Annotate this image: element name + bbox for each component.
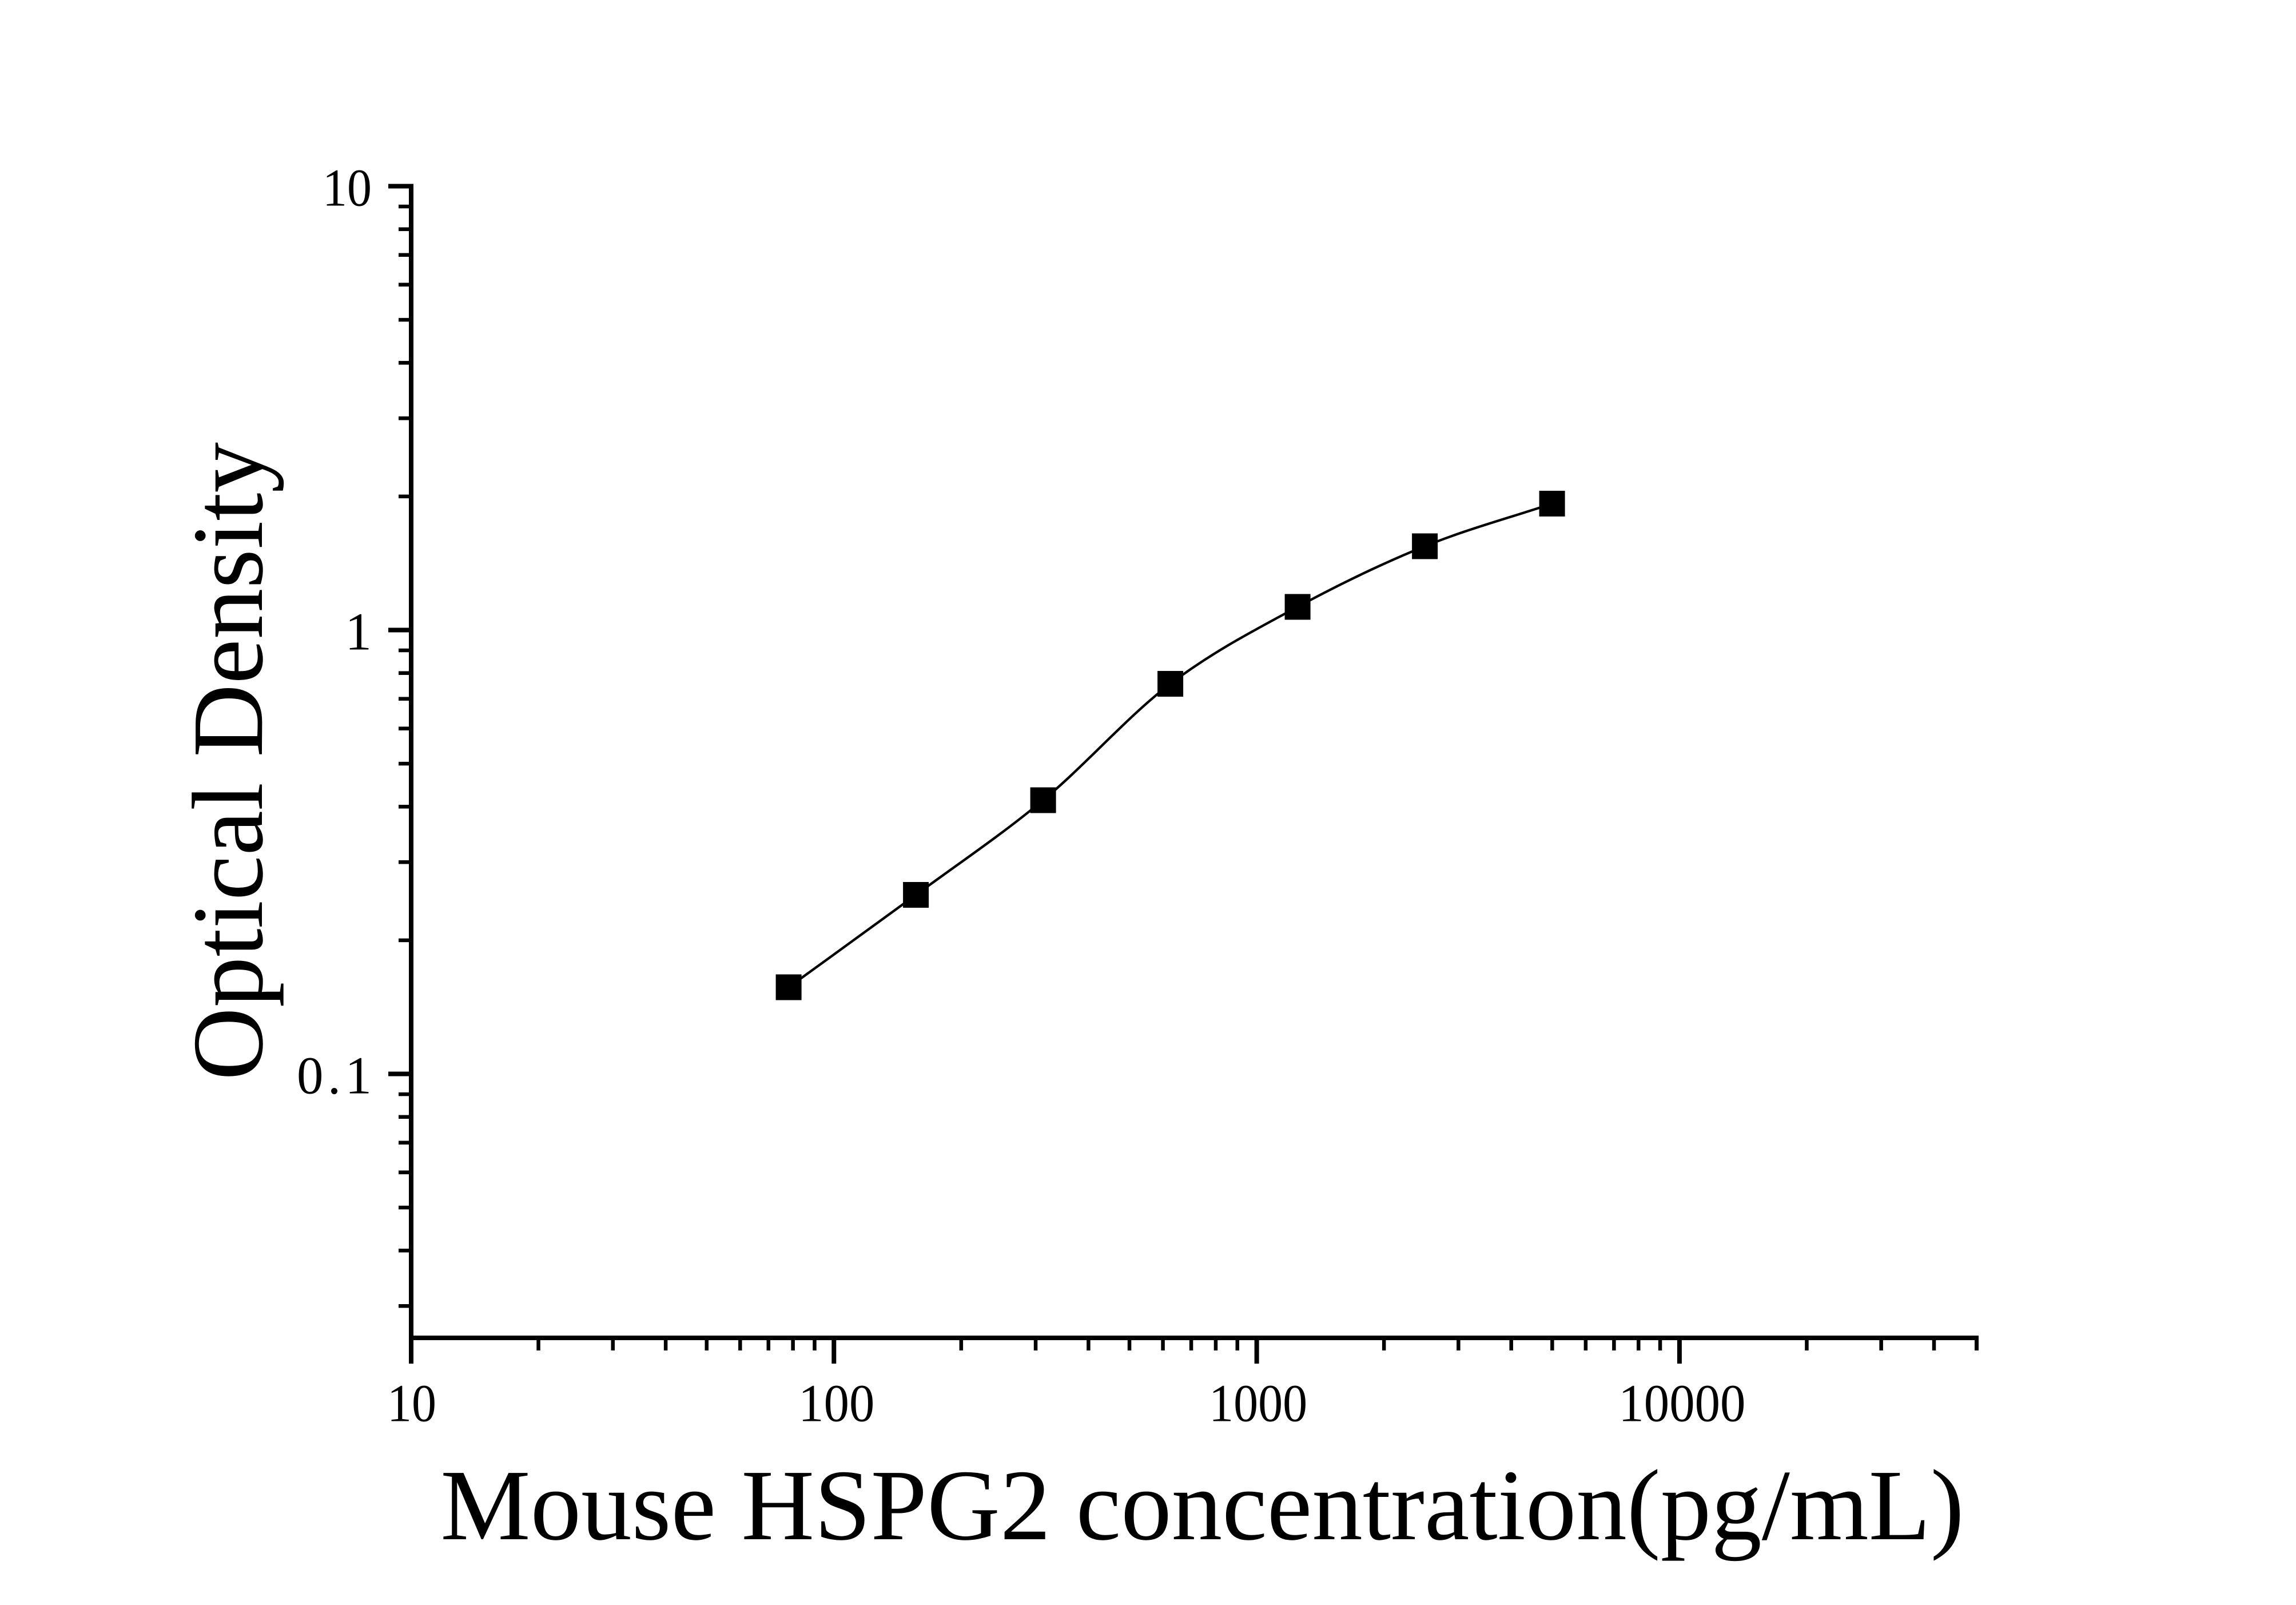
- svg-text:Mouse HSPG2 concentration(pg/m: Mouse HSPG2 concentration(pg/mL): [440, 1449, 1964, 1562]
- svg-text:1: 1: [345, 603, 372, 662]
- svg-text:10: 10: [387, 1374, 436, 1433]
- svg-text:Optical Density: Optical Density: [172, 442, 284, 1080]
- svg-text:10000: 10000: [1618, 1374, 1745, 1433]
- svg-text:0.1: 0.1: [297, 1047, 372, 1106]
- svg-text:1000: 1000: [1209, 1374, 1307, 1433]
- svg-text:10: 10: [323, 159, 372, 218]
- svg-text:100: 100: [798, 1374, 874, 1433]
